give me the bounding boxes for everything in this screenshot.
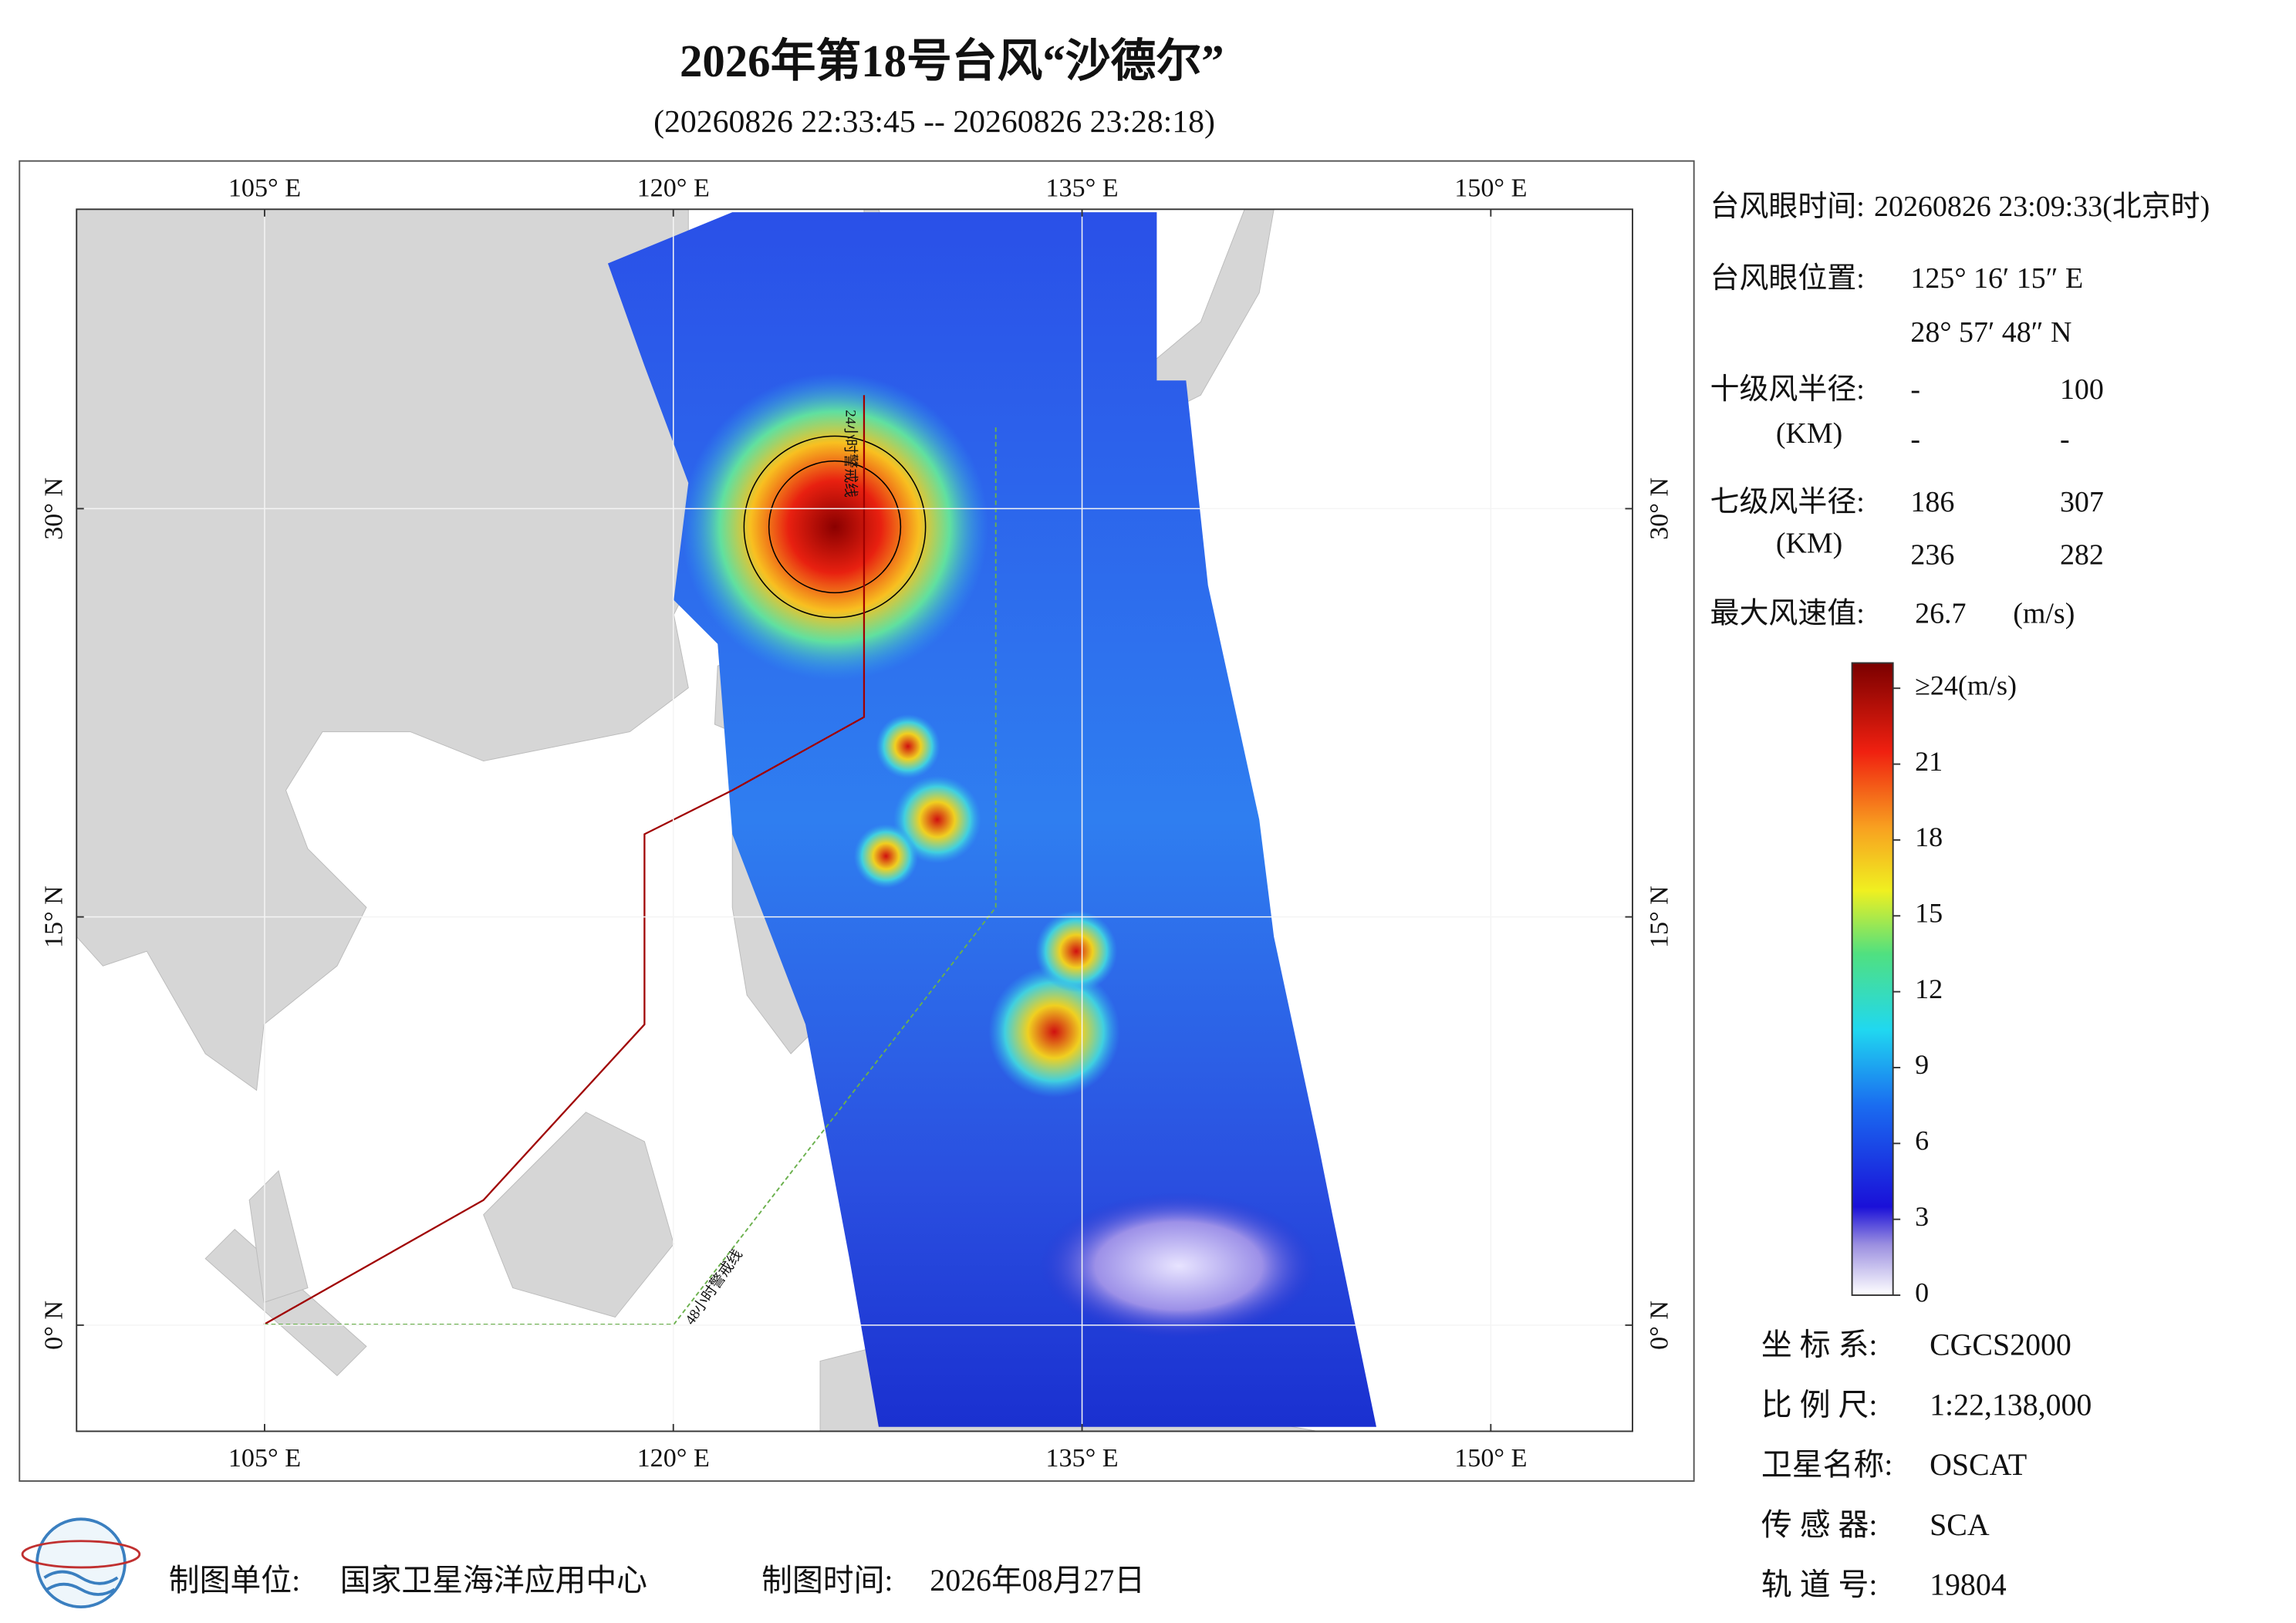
colorbar-label: 18 <box>1915 822 1943 852</box>
info-value: 100 <box>2060 373 2104 406</box>
lat-label: 0° N <box>1646 1301 1674 1350</box>
info-value: - <box>1910 373 1920 406</box>
map-border <box>76 208 1633 1432</box>
info-panel: 台风眼时间: 20260826 23:09:33(北京时) 台风眼位置: 125… <box>1710 191 2210 629</box>
meta-value: OSCAT <box>1930 1447 2027 1482</box>
footer-label: 制图单位: <box>169 1563 300 1598</box>
info-value: 186 <box>1910 486 1954 518</box>
lat-label: 30° N <box>1646 477 1674 540</box>
subtitle: (20260826 22:33:45 -- 20260826 23:28:18) <box>653 104 1215 140</box>
info-value: 307 <box>2060 486 2104 518</box>
graticule-labels: 105° E 105° E 120° E 120° E 135° E 135° E 150°… <box>40 174 1674 1473</box>
lat-label: 0° N <box>40 1301 69 1350</box>
info-label: 台风眼时间: <box>1710 191 1865 223</box>
meta-label: 坐 标 系: <box>1761 1327 1877 1361</box>
colorbar-label: 0 <box>1915 1277 1929 1308</box>
info-value: 282 <box>2060 539 2104 572</box>
info-label: 十级风半径: <box>1710 373 1865 406</box>
lon-label: 120° E <box>637 174 710 202</box>
info-label: 七级风半径: <box>1710 486 1865 518</box>
colorbar-label: 9 <box>1915 1049 1929 1080</box>
lon-label: 135° E <box>1045 1444 1118 1473</box>
meta-label: 轨 道 号: <box>1761 1567 1877 1602</box>
info-value: 20260826 23:09:33(北京时) <box>1874 191 2210 223</box>
lon-label: 105° E <box>228 1444 301 1473</box>
info-value: 236 <box>1910 539 1954 572</box>
info-value: 26.7 <box>1915 597 1966 629</box>
info-label: 台风眼位置: <box>1710 262 1865 295</box>
lon-label: 105° E <box>228 174 301 202</box>
lat-label: 15° N <box>1646 886 1674 948</box>
lat-label: 30° N <box>40 477 69 540</box>
meta-value: 1:22,138,000 <box>1930 1387 2092 1422</box>
map-area: 24小时警戒线 48小时警戒线 <box>76 209 1633 1432</box>
colorbar: 0 3 6 9 12 15 18 21 ≥24(m/s) <box>1851 662 2017 1308</box>
colorbar-label: 15 <box>1915 898 1943 929</box>
wind-field <box>607 212 1376 1427</box>
info-unit: (KM) <box>1776 527 1842 559</box>
info-unit: (KM) <box>1776 417 1842 450</box>
footer-label: 制图时间: <box>761 1563 893 1598</box>
lon-label: 150° E <box>1454 1444 1527 1473</box>
graticule <box>76 209 1633 1432</box>
lon-label: 150° E <box>1454 174 1527 202</box>
info-value: - <box>1910 423 1920 456</box>
warning-line-24h <box>263 395 866 1325</box>
warning-label-24h: 24小时警戒线 <box>842 410 859 498</box>
info-value: - <box>2060 423 2070 456</box>
title: 2026年第18号台风“沙德尔” <box>680 36 1224 86</box>
lon-label: 135° E <box>1045 174 1118 202</box>
typhoon-radii <box>743 435 927 619</box>
logo <box>21 1517 141 1609</box>
footer-value: 国家卫星海洋应用中心 <box>340 1563 647 1598</box>
meta-value: 19804 <box>1930 1567 2007 1602</box>
metadata: 坐 标 系: CGCS2000 比 例 尺: 1:22,138,000 卫星名称: OSC… <box>1761 1327 2092 1601</box>
meta-label: 比 例 尺: <box>1761 1387 1877 1422</box>
colorbar-scale <box>1851 662 1894 1296</box>
meta-label: 卫星名称: <box>1761 1447 1893 1482</box>
footer-value: 2026年08月27日 <box>930 1563 1145 1598</box>
warning-line-48h <box>264 424 997 1325</box>
colorbar-label: 3 <box>1915 1201 1929 1232</box>
meta-value: SCA <box>1930 1507 1990 1542</box>
info-value: 125° 16′ 15″ E <box>1910 262 2083 295</box>
lon-label: 120° E <box>637 1444 710 1473</box>
colorbar-label: ≥24(m/s) <box>1915 670 2017 700</box>
colorbar-label: 6 <box>1915 1125 1929 1156</box>
map-frame <box>19 160 1695 1482</box>
info-label: 最大风速值: <box>1710 597 1865 629</box>
meta-value: CGCS2000 <box>1930 1327 2071 1361</box>
info-value: 28° 57′ 48″ N <box>1910 316 2071 349</box>
lat-label: 15° N <box>40 886 69 948</box>
info-unit: (m/s) <box>2013 597 2075 629</box>
colorbar-label: 12 <box>1915 973 1943 1004</box>
colorbar-label: 21 <box>1915 746 1943 777</box>
meta-label: 传 感 器: <box>1761 1507 1877 1542</box>
